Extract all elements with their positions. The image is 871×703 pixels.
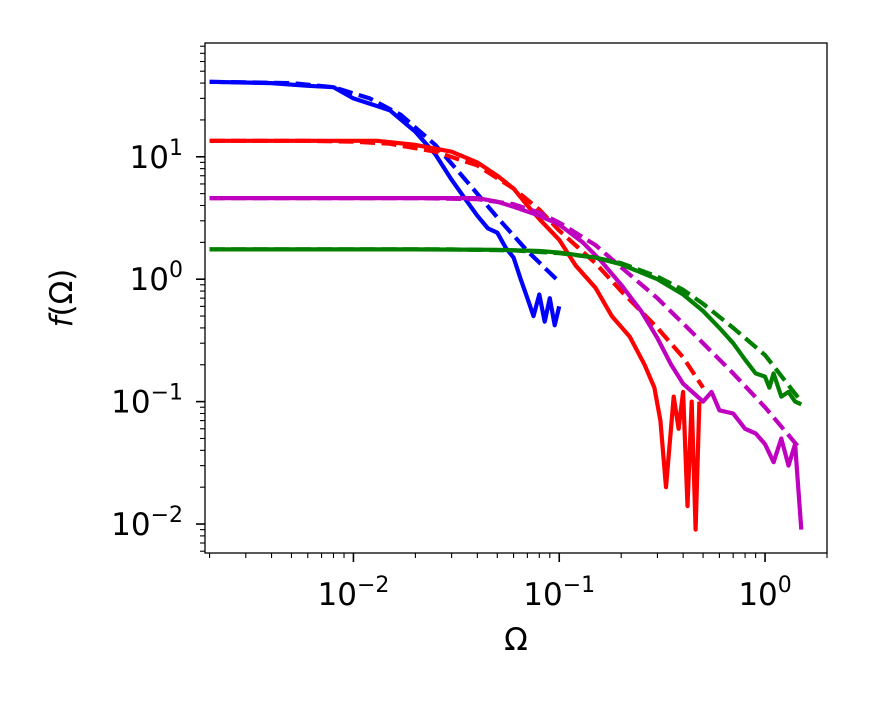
series-line-2-dashed (209, 79, 561, 284)
series-line-5-solid (209, 196, 804, 530)
x-axis: 10−2 10−1 100 (209, 553, 828, 613)
y-axis-label: f(Ω) (44, 269, 80, 328)
series-line-1-solid (209, 79, 562, 328)
y-tick-label-1: 10−2 (111, 503, 183, 543)
x-axis-label: Ω (504, 622, 528, 658)
series-line-8-dashed (209, 247, 803, 403)
x-tick-label-2: 10−1 (523, 573, 595, 613)
y-tick-label-4: 101 (130, 136, 183, 176)
series-line-6-dashed (209, 196, 803, 452)
plot-area (209, 79, 804, 532)
x-tick-label-3: 100 (738, 573, 791, 613)
y-axis: 10−2 10−1 100 101 (111, 45, 205, 552)
x-tick-label-1: 10−2 (317, 573, 389, 613)
y-axis-label-arg: (Ω) (44, 269, 80, 317)
series-line-3-solid (209, 138, 702, 532)
y-tick-label-2: 10−1 (111, 381, 183, 421)
y-tick-label-3: 100 (130, 258, 183, 298)
axes-frame (204, 42, 828, 554)
series-line-7-solid (209, 247, 803, 407)
series-line-4-dashed (209, 138, 705, 389)
